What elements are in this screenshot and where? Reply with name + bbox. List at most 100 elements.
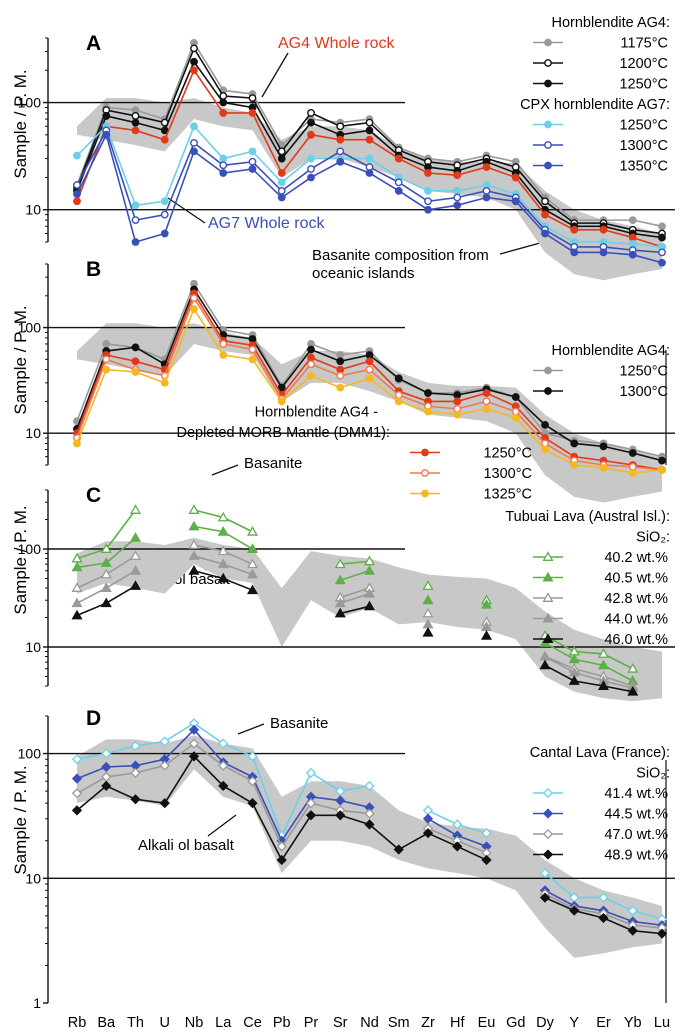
data-point	[219, 169, 228, 177]
legend-heading: Depleted MORB Mantle (DMM1):	[176, 425, 390, 441]
data-point	[336, 157, 345, 166]
y-axis-label-c: Sample / P. M.	[11, 505, 30, 614]
x-tick-label: Dy	[536, 1015, 554, 1031]
data-point	[190, 122, 198, 131]
data-point	[129, 504, 142, 514]
data-point	[511, 413, 520, 422]
data-point	[422, 813, 434, 824]
data-point	[336, 357, 345, 366]
data-point	[129, 565, 142, 575]
data-point	[130, 767, 141, 778]
data-point	[246, 558, 259, 569]
y-axis-label-b: Sample / P. M.	[11, 305, 30, 414]
data-point	[364, 819, 375, 830]
legend-swatch-marker	[544, 120, 552, 129]
data-point	[217, 545, 229, 556]
leader-basanite-c	[211, 464, 239, 476]
legend-c: Tubuai Lava (Austral Isl.): SiO₂: 40.2 wt.…	[505, 509, 670, 648]
x-tick-label: Y	[569, 1015, 579, 1031]
x-tick-label: Th	[127, 1015, 144, 1031]
series-line	[544, 655, 633, 689]
data-point	[364, 808, 375, 819]
data-point	[160, 135, 169, 144]
x-tick-label: Ba	[97, 1015, 116, 1031]
data-point	[217, 572, 229, 583]
legend-b: Hornblendite AG4: 1250°C 1300°C Hornblendit…	[176, 343, 670, 503]
data-point	[482, 163, 491, 171]
data-point	[365, 154, 374, 163]
data-point	[480, 630, 493, 640]
data-point	[190, 147, 198, 156]
data-point	[102, 365, 111, 374]
data-point	[188, 550, 200, 560]
data-point	[100, 597, 112, 608]
data-point	[188, 751, 200, 762]
data-point	[130, 740, 141, 752]
leader-alkali-ol-basalt-d	[207, 814, 237, 837]
data-point	[394, 178, 403, 187]
series-b-3	[73, 294, 666, 474]
data-point	[365, 118, 374, 127]
data-point	[73, 197, 81, 206]
legend-entry: 1300°C	[619, 138, 668, 154]
data-point	[129, 550, 142, 560]
data-point	[541, 445, 549, 454]
data-point	[248, 147, 257, 156]
legend-swatch-marker	[421, 469, 429, 477]
annotation-alkali-ol-basalt-d: Alkali ol basalt	[138, 837, 235, 854]
legend-entry: 46.0 wt.%	[604, 632, 668, 648]
data-point	[101, 780, 112, 792]
series-line	[544, 655, 633, 687]
data-point	[424, 197, 432, 206]
data-point	[336, 147, 345, 156]
data-point	[336, 371, 345, 380]
data-point	[188, 504, 200, 514]
legend-swatch-marker	[542, 571, 554, 582]
data-point	[102, 130, 111, 139]
data-point	[188, 539, 200, 549]
data-point	[129, 580, 142, 590]
data-point	[453, 193, 462, 202]
x-tick-label: Pb	[273, 1015, 291, 1031]
data-point	[307, 345, 315, 354]
data-point	[188, 520, 200, 531]
data-point	[307, 371, 315, 380]
data-point	[248, 94, 257, 103]
data-point	[541, 229, 549, 238]
legend-entry: 1175°C	[621, 36, 668, 52]
data-point	[277, 154, 286, 163]
data-point	[570, 225, 579, 234]
legend-entry: 1200°C	[619, 56, 668, 72]
y-tick-label: 100	[18, 320, 42, 336]
data-point	[658, 222, 666, 231]
legend-swatch-marker	[542, 828, 554, 840]
legend-a: Hornblendite AG4: 1175°C 1200°C 1250°C CPX h…	[520, 15, 670, 175]
data-point	[100, 543, 112, 553]
data-point	[131, 216, 140, 225]
data-point	[218, 780, 229, 792]
data-point	[305, 798, 317, 809]
series-a-6	[73, 130, 666, 267]
data-point	[422, 594, 434, 605]
data-point	[422, 828, 434, 839]
data-point	[73, 181, 81, 189]
panel-letter-c: C	[86, 484, 101, 507]
y-tick-label: 10	[25, 202, 41, 218]
data-point	[453, 391, 462, 399]
data-point	[658, 258, 666, 267]
data-point	[248, 355, 257, 364]
data-point	[568, 675, 580, 685]
legend-entry: 1300°C	[483, 466, 532, 482]
data-point	[365, 126, 374, 135]
data-point	[365, 169, 374, 177]
x-tick-label: Sr	[333, 1015, 348, 1031]
leader-ag4-whole-rock	[261, 52, 289, 98]
data-point	[160, 378, 169, 387]
data-point	[307, 165, 315, 173]
data-point	[511, 197, 520, 206]
legend-entry: 40.5 wt.%	[604, 571, 668, 587]
data-point	[71, 805, 83, 816]
data-point	[277, 383, 286, 392]
data-point	[482, 404, 491, 413]
data-point	[656, 928, 668, 939]
